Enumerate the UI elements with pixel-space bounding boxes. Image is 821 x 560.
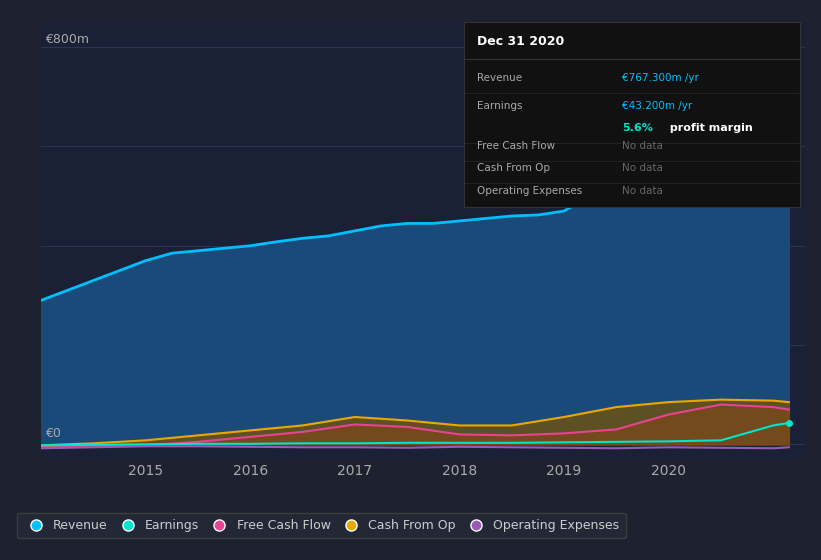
Text: €767.300m /yr: €767.300m /yr — [622, 73, 699, 83]
Legend: Revenue, Earnings, Free Cash Flow, Cash From Op, Operating Expenses: Revenue, Earnings, Free Cash Flow, Cash … — [16, 512, 626, 538]
Text: Dec 31 2020: Dec 31 2020 — [477, 35, 565, 48]
Text: €43.200m /yr: €43.200m /yr — [622, 101, 692, 110]
Text: Operating Expenses: Operating Expenses — [477, 185, 583, 195]
Text: €0: €0 — [45, 427, 61, 440]
Text: No data: No data — [622, 141, 663, 151]
Text: 5.6%: 5.6% — [622, 123, 653, 133]
Text: €800m: €800m — [45, 34, 89, 46]
Text: Revenue: Revenue — [477, 73, 522, 83]
Text: Cash From Op: Cash From Op — [477, 164, 550, 174]
Text: Free Cash Flow: Free Cash Flow — [477, 141, 556, 151]
Text: profit margin: profit margin — [666, 123, 753, 133]
Text: No data: No data — [622, 185, 663, 195]
Text: Earnings: Earnings — [477, 101, 523, 110]
Text: No data: No data — [622, 164, 663, 174]
